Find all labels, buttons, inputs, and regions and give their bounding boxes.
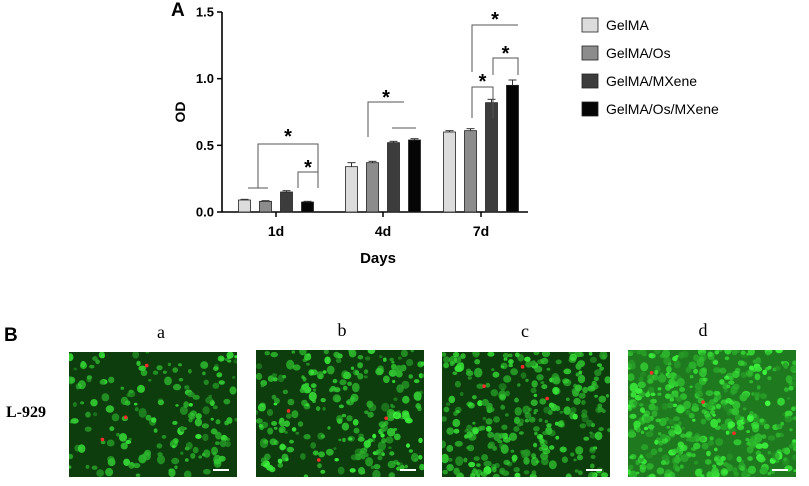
- significance-star: *: [502, 43, 510, 65]
- significance-star: *: [304, 157, 312, 179]
- y-tick-label-2: 1.0: [196, 71, 214, 86]
- significance-star: *: [284, 126, 292, 148]
- y-tick-label-1: 0.5: [196, 138, 214, 153]
- bracket-line: [297, 171, 319, 188]
- panel-a-letter: A: [171, 0, 185, 21]
- bar-7d-gelma-mxene: [485, 102, 498, 213]
- y-axis-label: OD: [172, 102, 188, 123]
- bar-4d-gelma-mxene: [387, 142, 400, 213]
- legend-label-3: GelMA/Os/MXene: [606, 101, 719, 117]
- x-axis-label: Days: [360, 250, 396, 267]
- bar-7d-gelma-os: [464, 130, 477, 213]
- fluorescence-image-gelma-os: [256, 350, 424, 477]
- image-label-c: c: [521, 321, 529, 341]
- image-label-a: a: [157, 322, 165, 342]
- legend-label-0: GelMA: [606, 17, 649, 33]
- bar-7d-gelma-os-mxene: [506, 84, 519, 213]
- bracket-line: [257, 143, 319, 188]
- bar-4d-gelma-os-mxene: [408, 139, 421, 213]
- micrograph-canvas: [256, 350, 424, 477]
- significance-bracket-7d-5: *: [471, 71, 494, 118]
- scale-bar: [213, 469, 229, 471]
- image-label-b: b: [337, 320, 347, 340]
- significance-star: *: [382, 87, 390, 109]
- legend-label-1: GelMA/Os: [606, 45, 671, 61]
- bracket-line: [367, 101, 404, 137]
- legend-swatch-3: [581, 101, 599, 117]
- panel-b-letter: B: [4, 325, 18, 346]
- scale-bar: [772, 469, 788, 471]
- fluorescence-image-gelma: [69, 352, 237, 477]
- significance-star: *: [491, 9, 499, 31]
- bar-4d-gelma-os: [366, 162, 379, 213]
- fluorescence-image-gelma-mxene: [442, 352, 610, 477]
- micrograph-canvas: [69, 352, 237, 477]
- significance-bracket-7d-4: *: [492, 43, 519, 75]
- scale-bar: [400, 469, 416, 471]
- bracket-line: [471, 86, 494, 118]
- significance-bracket-7d-3: *: [471, 9, 518, 72]
- bar-1d-gelma-os: [259, 200, 272, 213]
- bracket-line: [492, 57, 519, 75]
- bar-4d-gelma: [345, 166, 358, 213]
- bar-1d-gelma-os-mxene: [301, 201, 314, 213]
- legend-label-2: GelMA/MXene: [606, 73, 697, 89]
- legend-swatch-1: [581, 45, 599, 61]
- x-tick-label-7d: 7d: [473, 223, 489, 239]
- x-tick-label-1d: 1d: [268, 223, 284, 239]
- bar-1d-gelma: [238, 199, 251, 213]
- x-tick-label-4d: 4d: [375, 223, 391, 239]
- significance-bracket-1d-1: *: [297, 157, 319, 188]
- significance-bracket-4d-2: *: [367, 87, 416, 137]
- micrograph-canvas: [628, 350, 796, 477]
- micrograph-canvas: [442, 352, 610, 477]
- significance-star: *: [479, 71, 487, 93]
- legend-swatch-0: [581, 17, 599, 33]
- legend-swatch-2: [581, 73, 599, 89]
- bracket-line: [471, 24, 518, 72]
- scale-bar: [586, 469, 602, 471]
- significance-bracket-1d-0: *: [248, 126, 319, 189]
- image-label-d: d: [698, 320, 708, 340]
- bar-1d-gelma-mxene: [280, 191, 293, 213]
- fluorescence-image-gelma-os-mxene: [628, 350, 796, 477]
- y-tick-label-0: 0.0: [196, 205, 214, 220]
- y-tick-label-3: 1.5: [196, 5, 214, 20]
- bar-7d-gelma: [443, 131, 456, 213]
- cell-line-label: L-929: [6, 404, 46, 421]
